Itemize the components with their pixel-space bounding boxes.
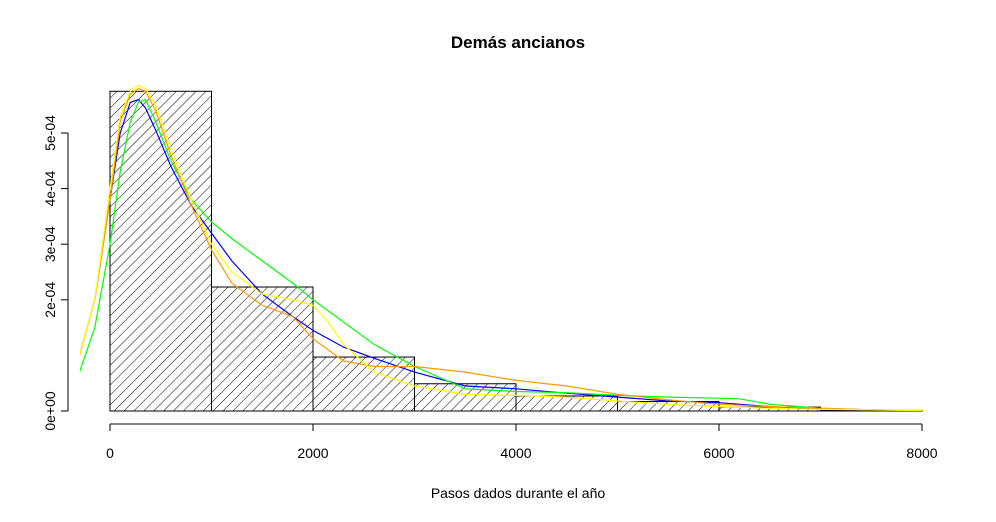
x-axis: 0 2000 4000 6000 8000 [106,423,938,461]
histogram-bar-0 [109,90,212,412]
density-curves [80,85,923,411]
y-axis: 0e+00 2e-04 3e-04 4e-04 5e-04 [42,115,69,431]
y-tick-label: 3e-04 [42,226,58,262]
histogram-bar-1 [211,286,314,412]
x-tick-label: 4000 [500,445,531,461]
y-tick-label: 4e-04 [42,170,58,206]
y-tick-label: 5e-04 [42,115,58,151]
density-curve-1 [80,98,923,411]
x-tick-label: 0 [106,445,114,461]
density-curve-3 [80,85,923,411]
y-tick-label: 2e-04 [42,282,58,318]
x-axis-label: Pasos dados durante el año [431,485,606,501]
y-tick-label: 0e+00 [42,391,58,431]
chart-title: Demás ancianos [451,33,585,52]
histogram-bar-4 [515,395,618,412]
x-tick-label: 8000 [906,445,937,461]
x-tick-label: 2000 [297,445,328,461]
histogram-bars [109,90,923,412]
density-curve-2 [80,87,923,411]
x-tick-label: 6000 [703,445,734,461]
